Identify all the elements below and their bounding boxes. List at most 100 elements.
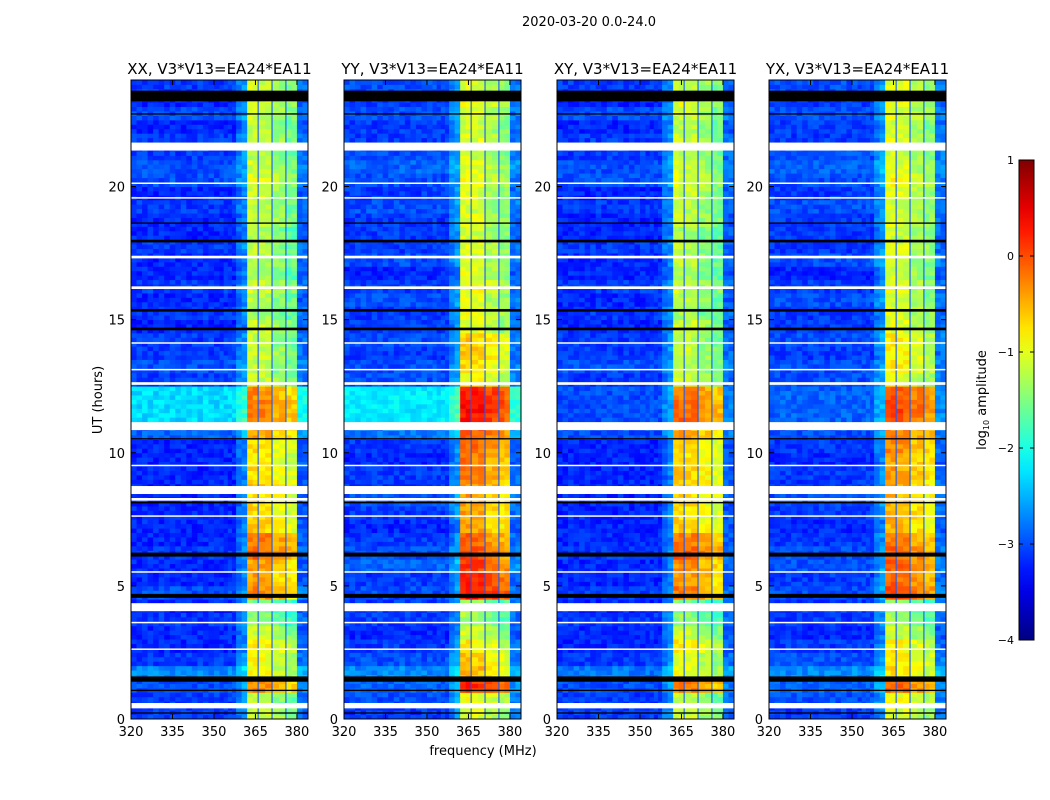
heatmap-cell <box>164 301 171 307</box>
heatmap-cell <box>223 235 229 241</box>
heatmap-cell <box>142 461 148 467</box>
heatmap-cell <box>252 541 259 547</box>
heatmap-cell <box>186 235 193 241</box>
heatmap-cell <box>247 714 254 720</box>
heatmap-cell <box>219 506 225 511</box>
heatmap-cell <box>142 288 148 294</box>
heatmap-cell <box>164 182 171 187</box>
heatmap-cell <box>186 510 193 516</box>
heatmap-cell <box>153 133 160 139</box>
heatmap-cell <box>186 514 193 520</box>
heatmap-cell <box>186 80 193 85</box>
heatmap-cell <box>504 714 511 720</box>
zero-row <box>131 90 308 102</box>
heatmap-cell <box>426 714 433 720</box>
heatmap-cell <box>186 492 193 498</box>
heatmap-cell <box>213 315 220 321</box>
heatmap-cell <box>208 670 215 676</box>
heatmap-cell <box>131 461 137 467</box>
heatmap-cell <box>265 128 273 134</box>
heatmap-cell <box>180 261 187 267</box>
heatmap-cell <box>223 643 229 649</box>
heatmap-cell <box>265 639 273 644</box>
heatmap-cell <box>180 213 187 218</box>
heatmap-cell <box>236 288 243 294</box>
heatmap-cell <box>241 648 248 653</box>
heatmap-cell <box>241 151 248 156</box>
heatmap-cell <box>180 661 187 667</box>
heatmap-cell <box>175 523 182 529</box>
heatmap-cell <box>278 319 287 325</box>
heatmap-cell <box>241 470 248 476</box>
heatmap-cell <box>175 253 182 258</box>
heatmap-cell <box>302 696 309 702</box>
heatmap-cell <box>265 355 273 360</box>
heatmap-cell <box>180 612 187 618</box>
heatmap-cell <box>191 568 198 573</box>
heatmap-cell <box>164 168 171 174</box>
heatmap-cell <box>236 448 243 454</box>
heatmap-cell <box>227 452 233 458</box>
heatmap-cell <box>180 474 187 480</box>
heatmap-cell <box>213 137 220 143</box>
heatmap-cell <box>191 435 198 440</box>
heatmap-cell <box>142 630 148 636</box>
heatmap-cell <box>158 248 165 254</box>
heatmap-cell <box>191 270 198 276</box>
heatmap-cell <box>252 253 259 258</box>
heatmap-cell <box>296 341 303 347</box>
heatmap-cell <box>258 585 266 591</box>
heatmap-cell <box>247 177 254 183</box>
heatmap-cell <box>272 359 280 365</box>
heatmap-cell <box>197 261 204 267</box>
heatmap-cell <box>169 208 176 214</box>
heatmap-cell <box>158 461 165 467</box>
channel-gap <box>285 80 287 719</box>
heatmap-cell <box>285 350 292 356</box>
heatmap-cell <box>136 479 143 485</box>
heatmap-cell <box>265 133 273 139</box>
heatmap-cell <box>285 208 292 214</box>
heatmap-cell <box>186 324 193 329</box>
flagged-row <box>131 515 308 517</box>
heatmap-cell <box>158 474 165 480</box>
heatmap-cell <box>169 217 176 223</box>
heatmap-cell <box>241 115 248 121</box>
heatmap-cell <box>136 257 143 263</box>
heatmap-cell <box>164 315 171 321</box>
heatmap-cell <box>164 466 171 471</box>
heatmap-cell <box>223 186 229 192</box>
heatmap-cell <box>272 84 280 90</box>
heatmap-cell <box>136 474 143 480</box>
heatmap-cell <box>213 115 220 121</box>
heatmap-cell <box>272 448 280 454</box>
heatmap-cell <box>258 474 266 480</box>
heatmap-cell <box>252 368 259 374</box>
heatmap-cell <box>186 470 193 476</box>
heatmap-cell <box>136 683 143 689</box>
heatmap-cell <box>158 328 165 334</box>
heatmap-cell <box>223 341 229 347</box>
heatmap-cell <box>258 519 266 525</box>
heatmap-cell <box>302 155 309 161</box>
heatmap-cell <box>186 208 193 214</box>
heatmap-cell <box>223 261 229 267</box>
heatmap-cell <box>415 683 422 689</box>
heatmap-cell <box>302 372 309 378</box>
heatmap-cell <box>213 408 220 414</box>
heatmap-cell <box>252 648 259 653</box>
heatmap-cell <box>147 346 154 352</box>
heatmap-cell <box>241 377 248 383</box>
heatmap-cell <box>272 102 280 108</box>
heatmap-cell <box>252 102 259 108</box>
heatmap-cell <box>258 630 266 636</box>
heatmap-cell <box>444 714 450 720</box>
heatmap-cell <box>265 368 273 374</box>
heatmap-cell <box>142 541 148 547</box>
heatmap-cell <box>169 324 176 329</box>
heatmap-cell <box>285 386 292 392</box>
heatmap-cell <box>296 248 303 254</box>
heatmap-cell <box>366 692 373 698</box>
heatmap-cell <box>147 408 154 414</box>
heatmap-cell <box>302 177 309 183</box>
